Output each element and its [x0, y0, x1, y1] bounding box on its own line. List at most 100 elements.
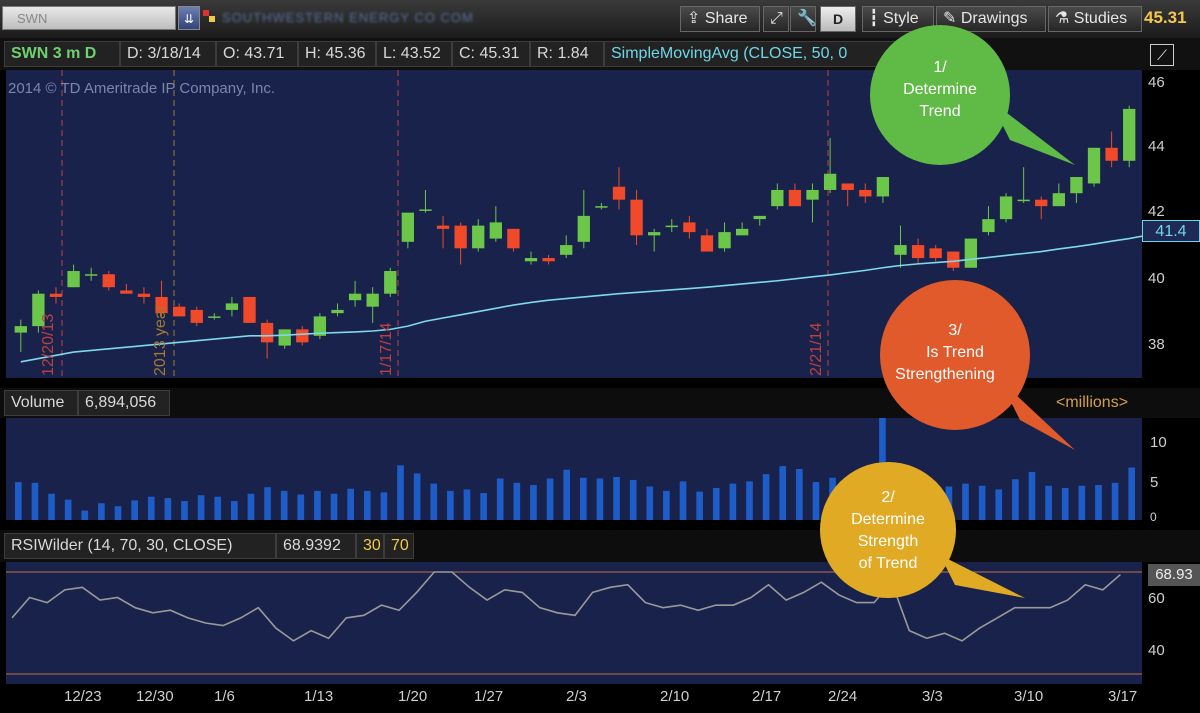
last-price: 45.31 — [1144, 8, 1187, 27]
annotation-text: of Trend — [859, 555, 918, 572]
volume-bar — [64, 499, 72, 520]
rsi-pane[interactable] — [6, 562, 1142, 684]
wrench-icon[interactable]: 🔧 — [790, 6, 817, 32]
sma-line — [20, 234, 1147, 363]
volume-bar — [530, 485, 537, 520]
candle-body — [1087, 147, 1101, 184]
share-icon: ⇪ — [687, 10, 705, 27]
candle-body — [999, 196, 1013, 220]
date-tick: 12/23 — [64, 688, 102, 705]
candle-body — [14, 326, 27, 333]
candle-body — [32, 293, 45, 327]
candle-body — [911, 245, 925, 259]
volume-bar — [812, 482, 820, 520]
volume-bar — [679, 481, 687, 520]
candle-body — [419, 209, 432, 211]
volume-bar — [430, 483, 438, 520]
volume-bar — [347, 488, 354, 520]
volume-tick: 5 — [1150, 474, 1159, 491]
annotation-bubble-strengthening: 3/ Is Trend Strengthening — [880, 280, 1075, 450]
annotation-text: 2/ — [881, 489, 895, 506]
expand-icon[interactable]: ⤢ — [763, 6, 789, 32]
annotation-bubble-strength: 2/ Determine Strength of Trend — [820, 462, 1025, 598]
volume-bar — [413, 473, 421, 520]
volume-bar — [762, 474, 770, 520]
date-axis: 12/23 12/30 1/6 1/13 1/20 1/27 2/3 2/10 … — [0, 684, 1200, 713]
rsi-low-level: 30 — [356, 533, 384, 559]
volume-bar — [463, 489, 471, 520]
volume-bar — [696, 491, 703, 520]
volume-bar — [613, 477, 620, 520]
candle-body — [947, 251, 960, 268]
volume-bar — [264, 487, 271, 520]
candle-body — [313, 316, 327, 336]
volume-bar — [962, 483, 969, 520]
annotation-text: Trend — [919, 103, 960, 120]
date-tick: 2/17 — [752, 688, 782, 705]
volume-bar — [214, 496, 222, 520]
annotation-text: Determine — [903, 81, 977, 98]
annotation-text: 3/ — [948, 322, 962, 339]
bar-date: D: 3/18/14 — [120, 41, 216, 67]
candle-body — [384, 271, 397, 294]
candle-body — [172, 306, 186, 317]
candle-body — [489, 222, 502, 239]
volume-bar — [181, 501, 188, 520]
candle-body — [507, 228, 520, 249]
candle-body — [472, 225, 485, 249]
symbol-input[interactable]: SWN — [2, 6, 176, 30]
date-tick: 12/30 — [136, 688, 174, 705]
candle-body — [876, 176, 890, 197]
candle-body — [1052, 193, 1065, 207]
candle-body — [894, 245, 907, 255]
rsi-tick: 60 — [1148, 590, 1165, 607]
volume-bar — [447, 490, 454, 520]
volume-bar — [247, 493, 255, 520]
candle-body — [577, 215, 590, 242]
studies-button[interactable]: ⚗ Studies — [1048, 6, 1142, 32]
sma-study-label[interactable]: SimpleMovingAvg (CLOSE, 50, 0 — [604, 41, 900, 67]
rsi-line — [11, 571, 1121, 642]
candle-body — [542, 258, 555, 262]
volume-bar — [513, 482, 521, 520]
candle-body — [841, 183, 854, 190]
rsi-high-level: 70 — [384, 533, 414, 559]
volume-bar — [330, 493, 338, 520]
volume-bar — [1095, 485, 1102, 520]
chart-type-icon[interactable]: ⟋ — [1150, 44, 1174, 66]
rsi-value: 68.9392 — [276, 533, 356, 559]
candle-body — [120, 290, 133, 294]
volume-bar — [496, 478, 504, 520]
volume-bar — [746, 481, 753, 520]
volume-bar — [397, 465, 404, 520]
volume-label[interactable]: Volume — [4, 390, 78, 416]
candle-body — [155, 296, 168, 314]
date-tick: 1/13 — [304, 688, 334, 705]
volume-units: <millions> — [1056, 394, 1129, 411]
annotation-text: Is Trend — [926, 344, 984, 361]
period-button[interactable]: D — [820, 6, 856, 32]
bar-high: H: 45.36 — [298, 41, 376, 67]
candle-body — [718, 232, 731, 249]
volume-axis: 10 5 0 — [1142, 418, 1200, 524]
candle-body — [806, 189, 819, 200]
share-button[interactable]: ⇪ Share — [680, 6, 760, 32]
volume-bar — [646, 486, 654, 520]
rsi-label[interactable]: RSIWilder (14, 70, 30, CLOSE) — [4, 533, 276, 559]
volume-bar — [164, 498, 172, 520]
price-tick: 42 — [1148, 203, 1165, 220]
link-icon[interactable] — [203, 10, 215, 22]
symbol-dropdown-button[interactable]: ⇊ — [178, 6, 200, 30]
volume-bar — [1111, 482, 1119, 520]
bar-low: L: 43.52 — [376, 41, 452, 67]
candle-body — [1017, 199, 1030, 202]
candle-body — [436, 225, 450, 229]
chart-symbol-period[interactable]: SWN 3 m D — [4, 41, 120, 67]
candle-body — [137, 293, 151, 297]
chart-header: SWN 3 m D D: 3/18/14 O: 43.71 H: 45.36 L… — [0, 38, 1200, 70]
bar-range: R: 1.84 — [530, 41, 604, 67]
candle-body — [190, 309, 203, 323]
candle-body — [595, 206, 608, 208]
candle-body — [982, 219, 995, 233]
